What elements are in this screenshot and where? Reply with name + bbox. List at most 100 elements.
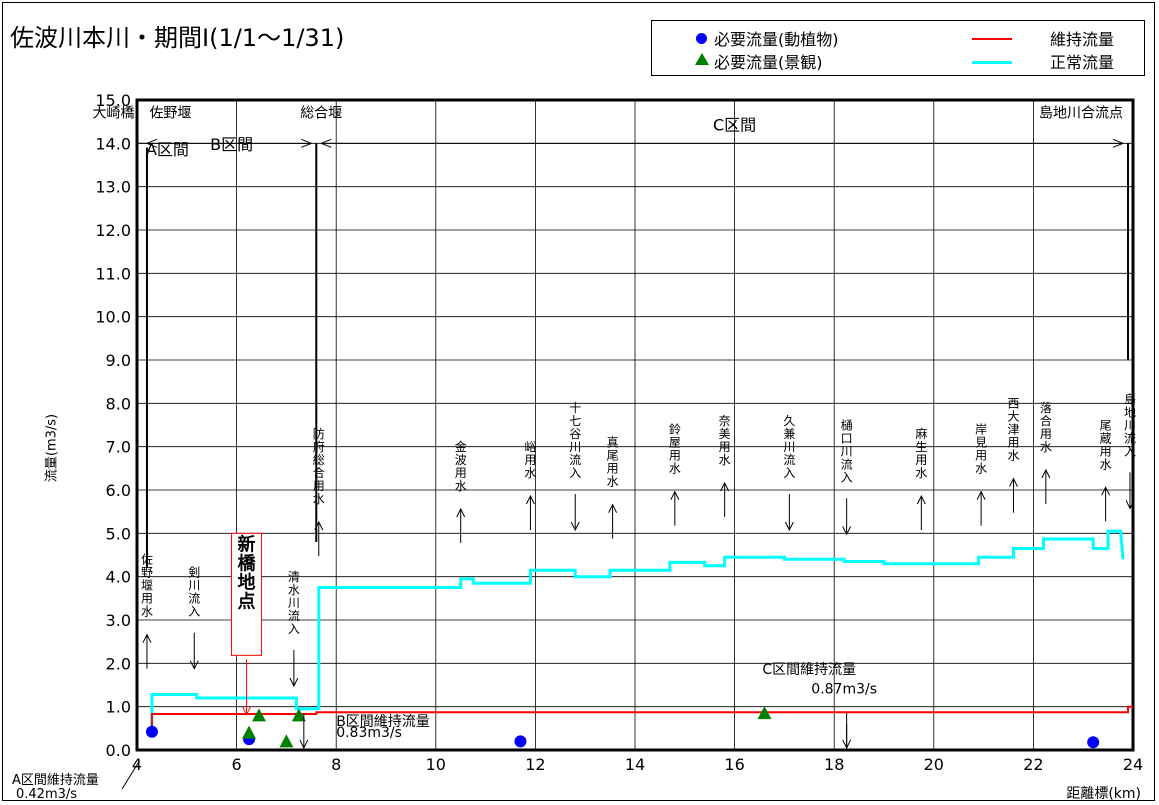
annotation-label: 用: [1040, 427, 1052, 441]
annotation-arrow-head: [570, 521, 580, 532]
annotation-label: 用: [719, 440, 731, 454]
x-tick-label: 6: [232, 755, 242, 774]
annotation-label: 麻: [915, 426, 927, 441]
annotation-label: 府: [313, 439, 325, 454]
x-axis-label: 距離標(km): [1066, 786, 1141, 802]
annotation-label: 水: [313, 492, 325, 506]
annotation-label: 用: [1007, 436, 1019, 450]
a-maintenance-title: A区間維持流量: [12, 773, 99, 788]
annotation-arrow-head: [314, 520, 324, 531]
annotation-label: 合: [1040, 413, 1052, 428]
annotation-label: 用: [455, 466, 467, 480]
annotation-label: 用: [975, 449, 987, 463]
legend-triangle-marker: [695, 53, 709, 65]
annotation-label: 流: [288, 609, 300, 623]
animal-flow-point: [514, 735, 527, 748]
annotation-label: 奈: [719, 414, 731, 428]
annotation-arrow-head: [1101, 486, 1111, 496]
annotation-label: 流: [569, 453, 581, 467]
annotation-label: 入: [188, 605, 200, 619]
annotation-label: 川: [569, 440, 581, 454]
y-tick-label: 15.0: [95, 91, 131, 110]
landmark-label: 大崎橋: [93, 105, 135, 121]
highlight-box: [231, 532, 263, 656]
annotation-label: 川: [188, 579, 200, 593]
x-tick-label: 18: [824, 755, 844, 774]
annotation-label: 尾: [607, 449, 619, 463]
annotation-label: 用: [141, 592, 153, 606]
annotation-label: 用: [915, 453, 927, 467]
animal-flow-point: [1087, 736, 1100, 749]
annotation-label: 剣: [188, 566, 200, 580]
annotation-label: 水: [1040, 440, 1052, 454]
annotation-label: 佐: [141, 553, 153, 567]
x-tick-label: 24: [1123, 755, 1143, 774]
annotation-label: 金: [455, 439, 467, 454]
annotation-label: 用: [524, 453, 536, 467]
landmark-label: 島地川合流点: [1039, 105, 1123, 121]
legend-label-animals: 必要流量(動植物): [714, 30, 839, 49]
annotation-label: 鈴: [669, 422, 681, 437]
annotation-arrow-head: [189, 660, 199, 670]
normal-flow-line: [147, 529, 1125, 734]
b-maintenance-value: 0.83m3/s: [336, 725, 402, 741]
annotation-label: 水: [455, 479, 467, 493]
y-tick-label: 11.0: [95, 264, 131, 283]
x-tick-label: 8: [331, 755, 341, 774]
x-tick-label: 10: [426, 755, 446, 774]
annotation-label: 口: [841, 431, 853, 445]
annotation-label: 入: [569, 466, 581, 480]
annotation-label: 水: [288, 583, 300, 597]
annotation-label: 入: [288, 622, 300, 636]
annotation-label: 十: [569, 401, 581, 415]
highlight-arrow-head: [242, 706, 252, 716]
annotation-label: 岸: [975, 423, 987, 437]
annotation-label: 流: [188, 592, 200, 606]
annotation-label: 川: [1124, 418, 1136, 432]
annotation-label: 水: [1007, 449, 1019, 463]
annotation-label: 用: [313, 479, 325, 493]
annotation-label: 津: [1007, 423, 1019, 437]
annotation-label: 水: [975, 462, 987, 476]
annotation-label: 用: [1100, 444, 1112, 458]
annotation-label: 峪: [524, 440, 536, 454]
x-tick-label: 14: [625, 755, 645, 774]
annotation-label: 美: [719, 427, 731, 441]
annotation-label: 蔵: [1100, 431, 1112, 445]
x-tick-label: 12: [525, 755, 545, 774]
annotation-label: 水: [1100, 457, 1112, 471]
annotation-label: 大: [1007, 410, 1019, 424]
legend-label-maintenance: 維持流量: [1050, 30, 1115, 49]
annotation-arrow-head: [289, 677, 299, 688]
b-maintenance-title: B区間維持流量: [336, 714, 430, 730]
annotation-label: 流: [841, 457, 853, 471]
y-tick-label: 8.0: [106, 394, 131, 413]
highlight-label: 新: [238, 534, 256, 556]
y-tick-label: 1.0: [106, 698, 131, 717]
a-maintenance-pointer: [121, 760, 140, 790]
landscape-flow-point: [291, 708, 306, 722]
annotation-arrow-head: [842, 526, 852, 536]
landmark-label: 総合堰: [300, 105, 342, 121]
annotation-label: 見: [975, 436, 987, 450]
legend: 必要流量(動植物) 必要流量(景観) 維持流量 正常流量: [651, 20, 1145, 76]
landscape-flow-point: [279, 734, 294, 748]
legend-cyan-line: [972, 61, 1012, 64]
annotation-arrow-head: [142, 633, 152, 643]
annotation-arrow-head: [916, 494, 926, 505]
annotation-label: 用: [669, 449, 681, 463]
highlight-label: 点: [238, 591, 256, 613]
legend-circle-marker: [696, 33, 707, 44]
annotation-arrow-head: [525, 494, 535, 505]
annotation-arrow-head: [608, 503, 618, 513]
landscape-flow-point: [252, 708, 267, 722]
y-tick-label: 9.0: [106, 351, 131, 370]
annotation-label: 水: [719, 453, 731, 467]
c-maintenance-value: 0.87m3/s: [811, 682, 877, 698]
annotation-arrow-head: [720, 481, 730, 492]
y-tick-label: 2.0: [106, 654, 131, 673]
plot-border: [135, 98, 1135, 752]
y-tick-label: 3.0: [106, 611, 131, 630]
